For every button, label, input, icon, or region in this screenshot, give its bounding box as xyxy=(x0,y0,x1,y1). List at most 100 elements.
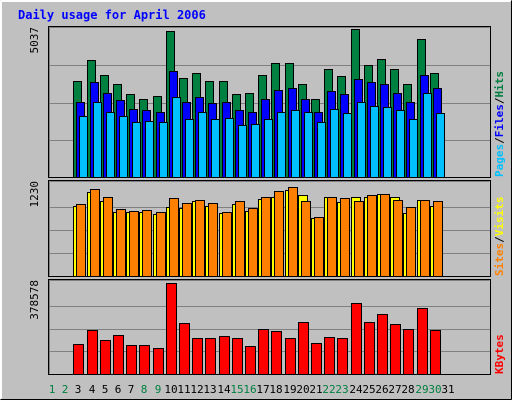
bar-sites-day-24 xyxy=(354,201,364,277)
bar-pages-day-25 xyxy=(370,106,379,178)
bar-pages-day-30 xyxy=(436,113,445,178)
bar-sites-day-23 xyxy=(340,198,350,277)
bar-sites-day-20 xyxy=(301,201,311,277)
bar-sites-day-8 xyxy=(142,210,152,277)
bar-kbytes-day-15 xyxy=(232,338,243,375)
bar-sites-day-3 xyxy=(76,204,86,277)
y-max-label: 1230 xyxy=(28,181,41,208)
bar-pages-day-27 xyxy=(396,110,405,178)
bar-kbytes-day-9 xyxy=(153,348,164,375)
bar-kbytes-day-6 xyxy=(113,335,124,375)
bar-kbytes-day-17 xyxy=(258,329,269,375)
bar-kbytes-day-7 xyxy=(126,345,137,375)
legend-sites: Sites xyxy=(493,243,506,276)
bar-pages-day-24 xyxy=(357,102,366,178)
bar-sites-day-6 xyxy=(116,209,126,277)
bar-kbytes-day-23 xyxy=(337,338,348,375)
bar-sites-day-5 xyxy=(103,197,113,277)
bar-sites-day-17 xyxy=(261,197,271,277)
bar-pages-day-19 xyxy=(291,110,300,178)
bar-sites-day-10 xyxy=(169,198,179,277)
bar-pages-day-9 xyxy=(159,122,168,178)
bar-kbytes-day-10 xyxy=(166,283,177,375)
bar-pages-day-26 xyxy=(383,107,392,178)
x-tick-label-day-10: 10 xyxy=(164,383,177,396)
x-tick-label-day-25: 25 xyxy=(362,383,375,396)
bar-kbytes-day-21 xyxy=(311,343,322,375)
x-tick-label-day-24: 24 xyxy=(349,383,363,396)
bar-pages-day-23 xyxy=(343,113,352,178)
bar-kbytes-day-28 xyxy=(403,329,414,375)
chart-panels: 5037Pages/Files/Hits1230Sites/Visits3785… xyxy=(28,26,506,375)
legend-sites_visits: Sites/Visits xyxy=(493,197,506,277)
x-tick-label-day-29: 29 xyxy=(415,383,428,396)
x-tick-label-day-11: 11 xyxy=(177,383,190,396)
bar-pages-day-28 xyxy=(409,119,418,178)
x-tick-label-day-21: 21 xyxy=(309,383,322,396)
legend-separator: / xyxy=(493,236,506,243)
bar-kbytes-day-24 xyxy=(351,303,362,375)
legend-kbytes: KBytes xyxy=(493,334,506,374)
bar-sites-day-22 xyxy=(327,197,337,277)
bar-pages-day-18 xyxy=(277,112,286,178)
bar-pages-day-16 xyxy=(251,124,260,178)
x-tick-label-day-20: 20 xyxy=(296,383,309,396)
bar-kbytes-day-25 xyxy=(364,322,375,375)
bar-pages-day-10 xyxy=(172,97,181,178)
legend-separator: / xyxy=(493,97,506,104)
x-tick-label-day-18: 18 xyxy=(269,383,282,396)
bar-sites-day-12 xyxy=(195,200,205,277)
bar-pages-day-5 xyxy=(106,112,115,178)
bar-kbytes-day-13 xyxy=(205,338,216,375)
legend-pages: Pages xyxy=(493,144,506,177)
x-tick-label-day-2: 2 xyxy=(62,383,69,396)
y-max-label: 378578 xyxy=(28,280,41,320)
x-tick-label-day-15: 15 xyxy=(230,383,243,396)
x-tick-label-day-27: 27 xyxy=(388,383,401,396)
bar-kbytes-day-29 xyxy=(417,308,428,375)
bar-pages-day-13 xyxy=(211,119,220,178)
x-tick-label-day-12: 12 xyxy=(190,383,203,396)
bar-sites-day-19 xyxy=(288,187,298,277)
bar-pages-day-29 xyxy=(423,93,432,178)
x-tick-label-day-30: 30 xyxy=(428,383,441,396)
bar-pages-day-14 xyxy=(225,118,234,178)
bar-sites-day-27 xyxy=(393,200,403,277)
legend-hits_files_pages: Pages/Files/Hits xyxy=(493,71,506,177)
bar-kbytes-day-27 xyxy=(390,324,401,375)
bar-kbytes-day-5 xyxy=(100,340,111,375)
legend-kbytes: KBytes xyxy=(493,334,506,374)
bar-sites-day-25 xyxy=(367,195,377,277)
x-tick-label-day-7: 7 xyxy=(128,383,135,396)
x-tick-label-day-3: 3 xyxy=(75,383,82,396)
bar-sites-day-13 xyxy=(208,203,218,277)
x-tick-label-day-14: 14 xyxy=(217,383,231,396)
bar-sites-day-18 xyxy=(274,191,284,277)
x-tick-label-day-13: 13 xyxy=(203,383,216,396)
bar-kbytes-day-26 xyxy=(377,314,388,375)
legend-visits: Visits xyxy=(493,197,506,237)
bar-sites-day-9 xyxy=(156,212,166,277)
bar-kbytes-day-16 xyxy=(245,346,256,375)
x-tick-label-day-1: 1 xyxy=(49,383,56,396)
bar-pages-day-11 xyxy=(185,119,194,178)
x-tick-label-day-22: 22 xyxy=(322,383,335,396)
chart-title: Daily usage for April 2006 xyxy=(18,8,206,22)
bar-sites-day-4 xyxy=(90,189,100,277)
x-tick-label-day-26: 26 xyxy=(375,383,388,396)
bar-pages-day-6 xyxy=(119,116,128,178)
bar-kbytes-day-3 xyxy=(73,344,84,375)
x-tick-label-day-5: 5 xyxy=(102,383,109,396)
bar-pages-day-4 xyxy=(93,102,102,178)
x-tick-label-day-19: 19 xyxy=(283,383,296,396)
x-tick-label-day-6: 6 xyxy=(115,383,122,396)
bar-sites-day-16 xyxy=(248,208,258,277)
panel-sites_visits: 1230 Sites/Visits xyxy=(28,180,506,277)
x-tick-label-day-23: 23 xyxy=(335,383,348,396)
bar-sites-day-15 xyxy=(235,201,245,277)
legend-separator: / xyxy=(493,137,506,144)
bar-sites-day-26 xyxy=(380,194,390,277)
bar-sites-day-28 xyxy=(406,207,416,277)
